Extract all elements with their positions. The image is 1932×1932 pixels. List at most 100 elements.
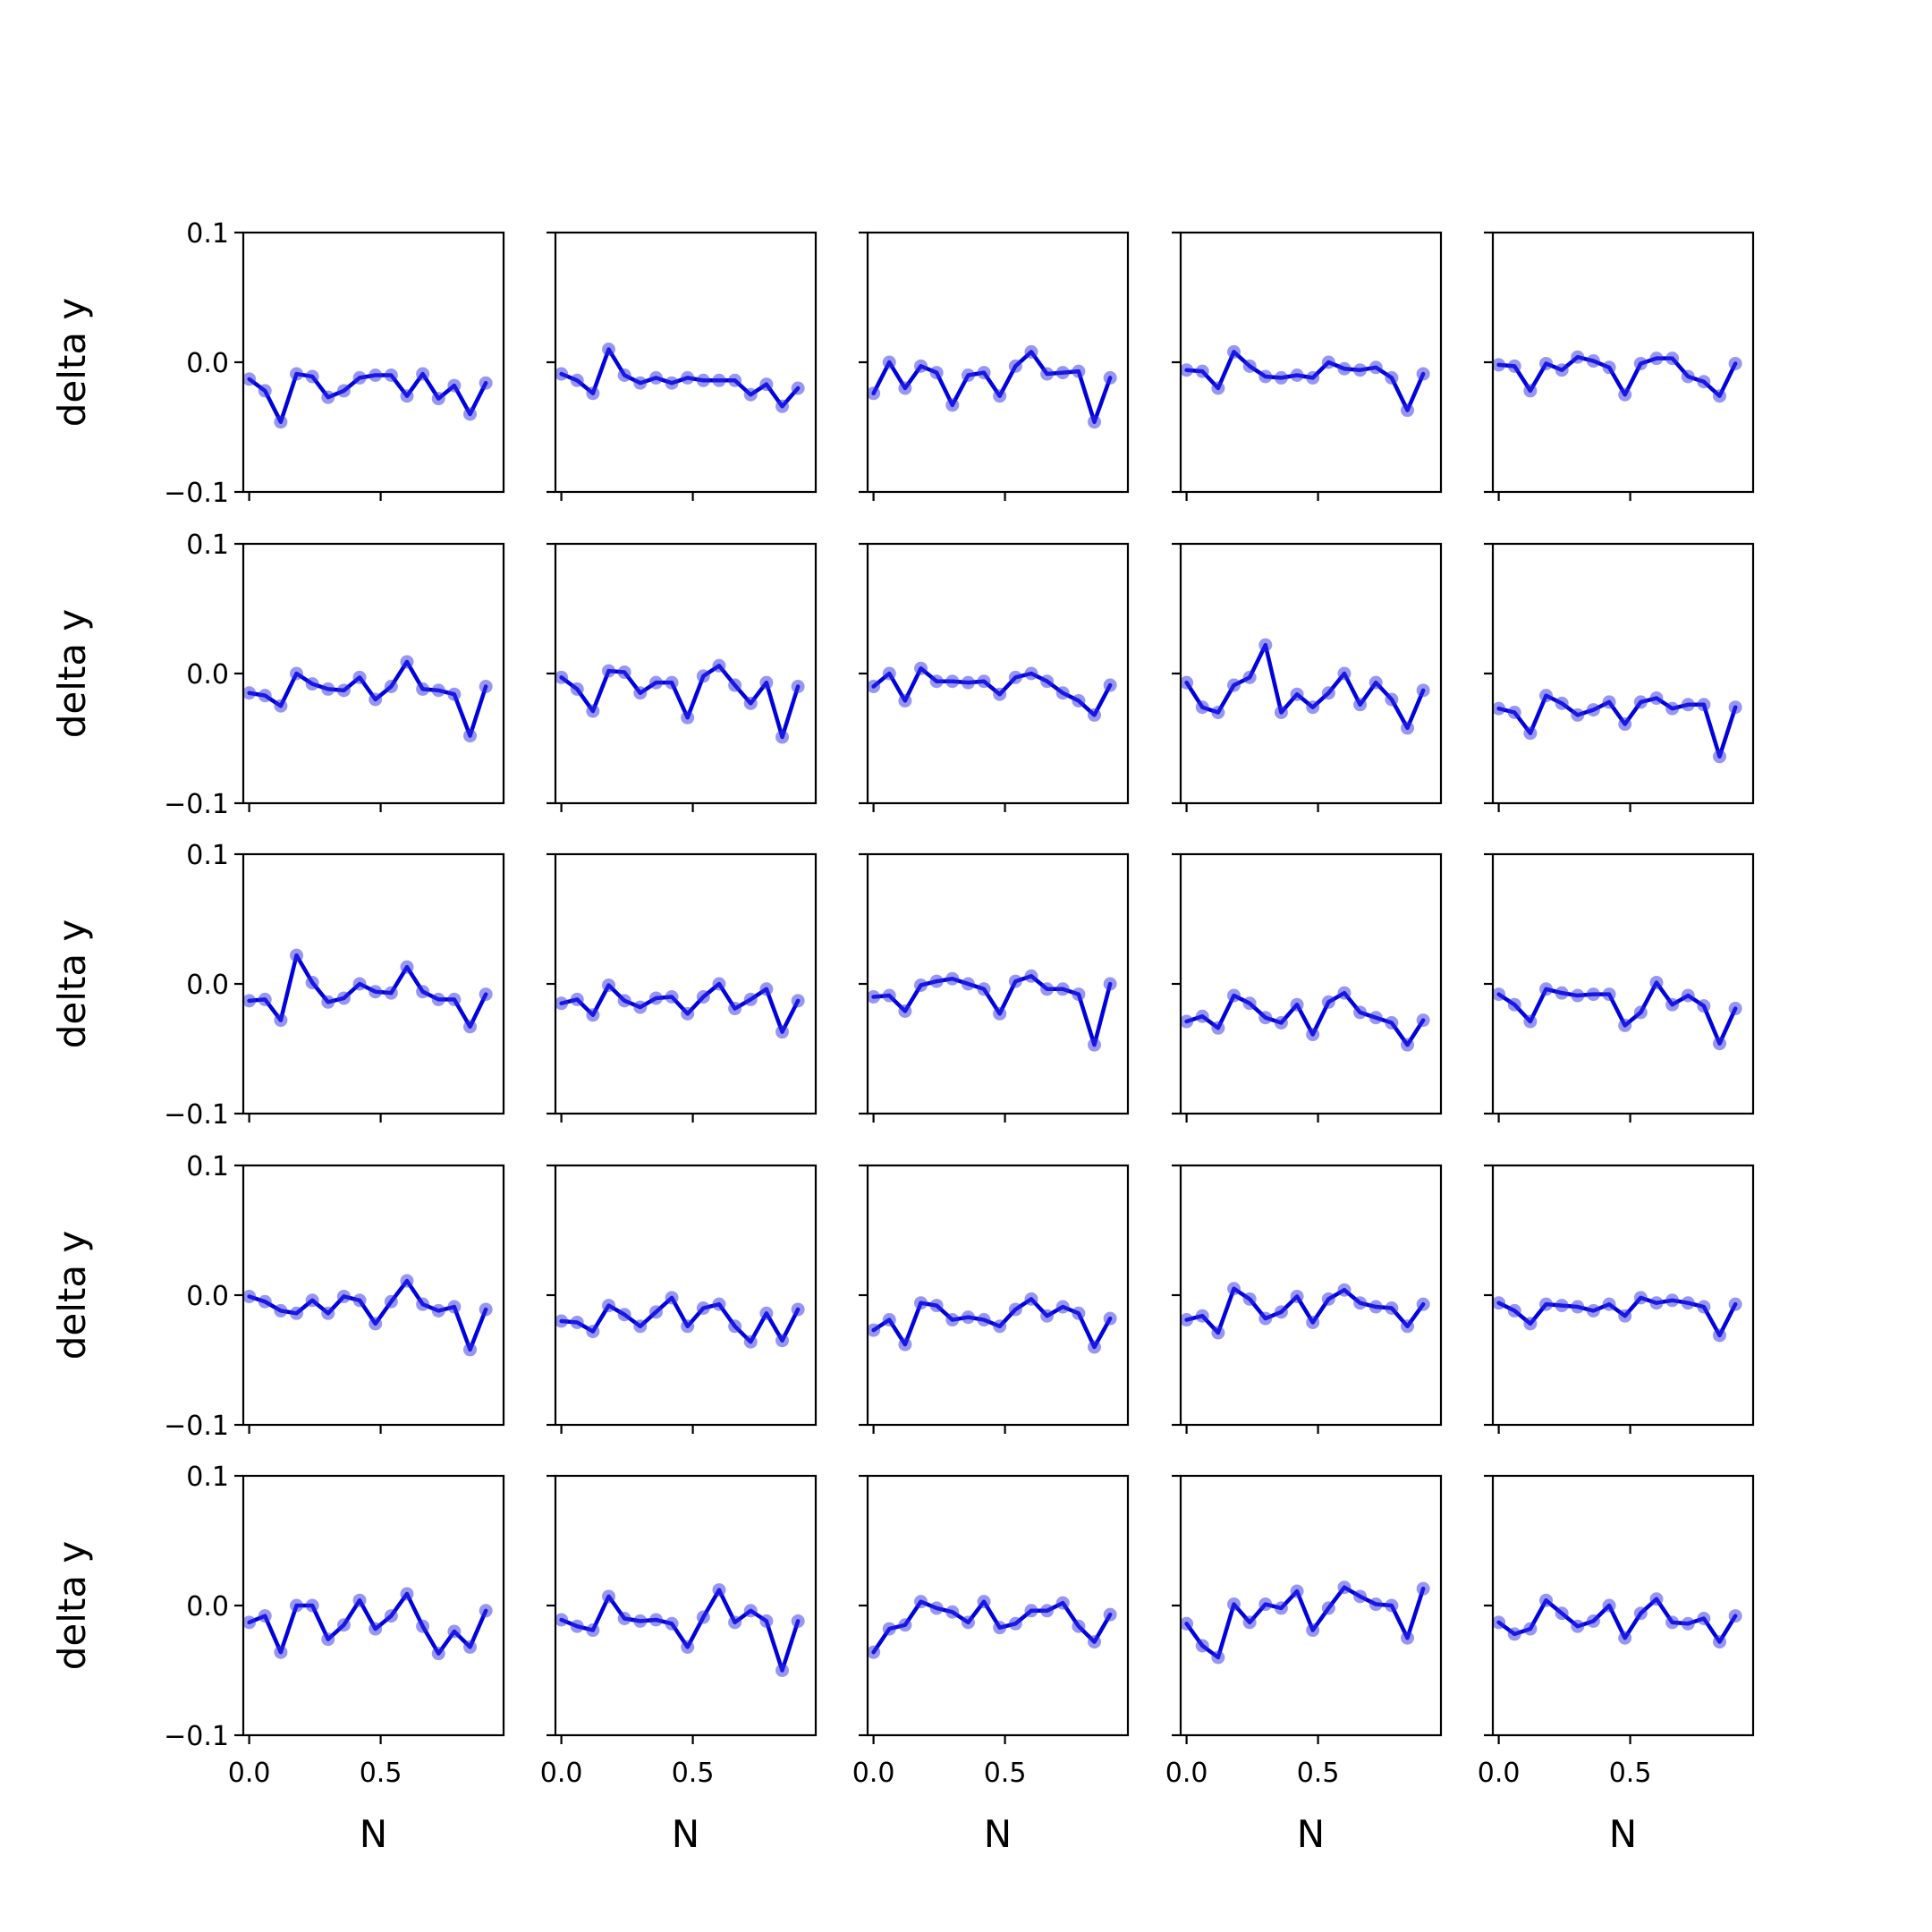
data-point [1055, 366, 1070, 380]
data-point [1274, 1601, 1288, 1615]
data-point [1040, 367, 1055, 381]
data-point [1507, 1627, 1521, 1641]
data-point [791, 680, 805, 693]
data-point [416, 367, 430, 381]
data-point [898, 1337, 912, 1352]
data-point [602, 1589, 616, 1604]
data-point [743, 1335, 758, 1349]
axes-frame [242, 231, 505, 494]
data-point [447, 1300, 462, 1314]
data-point [1602, 1297, 1616, 1311]
data-point [1602, 987, 1616, 1002]
data-point [352, 1593, 367, 1607]
data-point [479, 1302, 493, 1317]
series-line [247, 953, 488, 1030]
data-point [1492, 701, 1506, 716]
data-point [1290, 1289, 1304, 1303]
data-point [1024, 344, 1038, 359]
subplot-2-5 [1484, 542, 1755, 812]
data-point [1681, 1616, 1695, 1631]
series-line [1496, 693, 1738, 759]
axes-frame [554, 852, 818, 1115]
data-point [1227, 344, 1241, 359]
data-point [1040, 1604, 1055, 1618]
series-line [1184, 1585, 1426, 1660]
data-point [1088, 1340, 1102, 1354]
data-point [1274, 706, 1288, 719]
data-point [1306, 1028, 1320, 1042]
data-point [1088, 1038, 1102, 1052]
data-point [759, 982, 774, 996]
subplot-1-3 [859, 231, 1130, 501]
subplot-grid: −0.1 0.0 0.1 delta y −0.1 0.0 0.1 delta y −0.1 0.… [50, 218, 1755, 1856]
data-point [648, 370, 663, 385]
data-point [1492, 1615, 1506, 1630]
data-point [977, 1595, 991, 1609]
subplot-2-2 [547, 542, 818, 812]
data-point [648, 1305, 663, 1319]
data-point [882, 988, 896, 1003]
data-point [633, 1319, 648, 1334]
data-point [258, 689, 272, 703]
data-point [479, 680, 493, 693]
data-point [447, 687, 462, 701]
axes-frame [554, 1164, 818, 1427]
data-point [336, 1618, 351, 1632]
y-axis-label: delta y [50, 1231, 94, 1360]
data-point [1523, 1622, 1538, 1636]
data-point [1649, 1296, 1664, 1310]
data-point [1507, 997, 1521, 1012]
data-point [1321, 686, 1335, 700]
data-point [1586, 1614, 1600, 1628]
data-point [961, 675, 975, 690]
data-point [1195, 1639, 1209, 1653]
data-point [1728, 1002, 1742, 1016]
data-point [384, 986, 398, 1000]
data-point [242, 1615, 257, 1630]
data-point [759, 1614, 774, 1628]
y-tick-label: 0.1 [186, 1462, 229, 1493]
data-point [1103, 370, 1117, 385]
y-tick-label: 0.0 [186, 659, 229, 691]
data-point [945, 1605, 960, 1619]
data-point [1321, 355, 1335, 369]
data-point [665, 1616, 679, 1631]
data-point [633, 1000, 648, 1014]
data-point [1401, 1631, 1415, 1645]
axes-frame [1179, 852, 1443, 1115]
data-point [384, 680, 398, 693]
data-point [1602, 1598, 1616, 1613]
data-point [1368, 1300, 1383, 1314]
data-point [1571, 708, 1585, 722]
subplot-5-1: −0.1 0.0 0.1 0.0 0.5 delta y N [50, 1462, 505, 1856]
y-tick-label: −0.1 [164, 1411, 229, 1442]
data-point [242, 994, 257, 1008]
data-point [1290, 369, 1304, 382]
data-point [305, 976, 319, 990]
data-point [602, 978, 616, 992]
series-line [1184, 350, 1426, 412]
data-point [1211, 1650, 1225, 1665]
data-point [1024, 1292, 1038, 1306]
data-point [602, 1299, 616, 1313]
data-point [993, 687, 1007, 701]
data-point [696, 669, 710, 683]
data-point [1008, 359, 1022, 373]
axes-frame [1491, 852, 1755, 1115]
data-point [274, 1645, 288, 1659]
data-point [1385, 370, 1399, 385]
data-point [1227, 678, 1241, 692]
data-point [274, 1303, 288, 1318]
data-point [321, 390, 335, 404]
subplot-4-4 [1172, 1164, 1443, 1434]
data-point [586, 1325, 600, 1339]
data-point [352, 1293, 367, 1308]
data-point [775, 1025, 790, 1039]
data-point [743, 387, 758, 402]
data-point [1633, 695, 1648, 709]
x-tick-label: 0.0 [852, 1758, 895, 1789]
y-tick-label: 0.1 [186, 530, 229, 561]
data-point [242, 1289, 257, 1303]
data-point [993, 1621, 1007, 1635]
data-point [1008, 974, 1022, 988]
